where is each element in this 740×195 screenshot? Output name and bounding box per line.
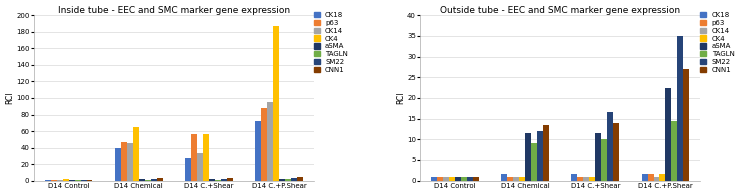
Bar bbox=[613, 123, 619, 181]
Bar bbox=[261, 108, 267, 181]
Bar bbox=[209, 179, 215, 181]
Bar bbox=[514, 176, 519, 181]
Bar bbox=[226, 178, 232, 181]
Bar bbox=[145, 180, 151, 181]
Bar bbox=[132, 127, 138, 181]
Y-axis label: RCl: RCl bbox=[397, 92, 406, 104]
Bar bbox=[255, 121, 261, 181]
Bar bbox=[87, 180, 92, 181]
Bar bbox=[571, 175, 577, 181]
Bar bbox=[665, 88, 671, 181]
Bar bbox=[81, 180, 87, 181]
Bar bbox=[671, 121, 677, 181]
Bar bbox=[589, 176, 595, 181]
Bar bbox=[525, 133, 531, 181]
Bar bbox=[653, 176, 659, 181]
Bar bbox=[297, 177, 303, 181]
Bar bbox=[537, 131, 543, 181]
Bar bbox=[215, 180, 221, 181]
Bar bbox=[203, 134, 209, 181]
Bar bbox=[285, 179, 291, 181]
Bar bbox=[51, 180, 57, 181]
Title: Inside tube - EEC and SMC marker gene expression: Inside tube - EEC and SMC marker gene ex… bbox=[58, 5, 290, 15]
Bar bbox=[449, 176, 455, 181]
Legend: CK18, p63, CK14, CK4, aSMA, TAGLN, SM22, CNN1: CK18, p63, CK14, CK4, aSMA, TAGLN, SM22,… bbox=[701, 12, 734, 73]
Bar bbox=[273, 26, 279, 181]
Bar bbox=[461, 176, 467, 181]
Bar bbox=[543, 125, 549, 181]
Bar bbox=[157, 178, 163, 181]
Bar bbox=[502, 175, 508, 181]
Bar bbox=[473, 176, 479, 181]
Bar bbox=[221, 179, 226, 181]
Bar bbox=[531, 144, 537, 181]
Bar bbox=[431, 176, 437, 181]
Bar bbox=[115, 148, 121, 181]
Bar bbox=[519, 176, 525, 181]
Bar bbox=[677, 36, 683, 181]
Bar bbox=[63, 179, 69, 181]
Bar bbox=[583, 176, 589, 181]
Bar bbox=[138, 179, 145, 181]
Bar bbox=[197, 153, 203, 181]
Bar bbox=[577, 176, 583, 181]
Bar bbox=[602, 139, 608, 181]
Bar bbox=[437, 176, 443, 181]
Bar bbox=[595, 133, 602, 181]
Bar bbox=[455, 176, 461, 181]
Bar bbox=[648, 175, 653, 181]
Bar bbox=[127, 144, 132, 181]
Bar bbox=[267, 102, 273, 181]
Bar bbox=[467, 176, 473, 181]
Legend: CK18, p63, CK14, CK4, aSMA, TAGLN, SM22, CNN1: CK18, p63, CK14, CK4, aSMA, TAGLN, SM22,… bbox=[314, 12, 348, 73]
Title: Outside tube - EEC and SMC marker gene expression: Outside tube - EEC and SMC marker gene e… bbox=[440, 5, 680, 15]
Bar bbox=[642, 175, 648, 181]
Bar bbox=[508, 176, 514, 181]
Bar bbox=[57, 180, 63, 181]
Bar bbox=[185, 158, 191, 181]
Bar bbox=[191, 134, 197, 181]
Bar bbox=[75, 180, 81, 181]
Bar bbox=[151, 179, 157, 181]
Bar bbox=[279, 179, 285, 181]
Y-axis label: RCl: RCl bbox=[6, 92, 15, 104]
Bar bbox=[69, 180, 75, 181]
Bar bbox=[443, 176, 449, 181]
Bar bbox=[121, 142, 127, 181]
Bar bbox=[659, 175, 665, 181]
Bar bbox=[45, 180, 51, 181]
Bar bbox=[291, 178, 297, 181]
Bar bbox=[683, 69, 689, 181]
Bar bbox=[608, 113, 613, 181]
